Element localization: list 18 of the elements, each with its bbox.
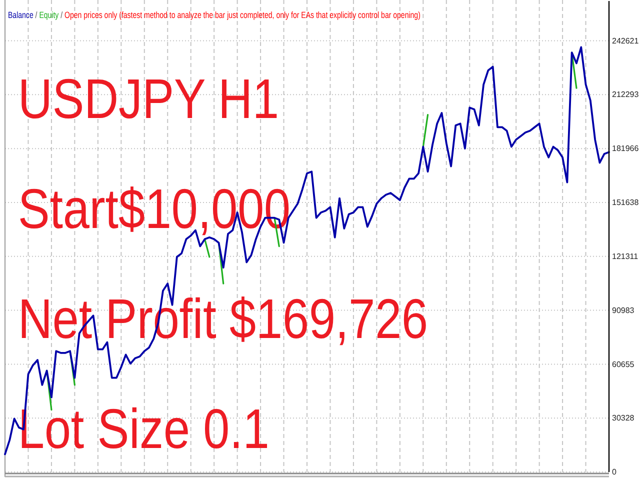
y-tick-label: 212293	[612, 90, 640, 100]
annotation: /	[58, 10, 64, 20]
text: Balance	[8, 10, 34, 20]
y-tick-label: 181966	[612, 144, 640, 154]
text: Equity	[37, 10, 60, 20]
y-tick-label: 121311	[612, 252, 639, 261]
annotation: Open prices only (fastest method to analyze the bar just completed, only for EAs that explicitly control bar opening)	[62, 10, 421, 20]
annotation: Lot Size 0.1	[18, 398, 270, 461]
annotation: Start$10,000	[18, 178, 290, 241]
y-tick-label: 90983	[612, 306, 635, 315]
annotation: USDJPY H1	[18, 68, 279, 131]
y-tick-label: 242621	[612, 36, 640, 46]
y-tick-label: 30328	[612, 414, 635, 423]
y-tick-label: 0	[612, 468, 617, 477]
y-tick-label: 151638	[612, 198, 640, 208]
line-series	[4, 46, 610, 456]
y-tick-label: 60655	[612, 360, 635, 369]
annotation: /	[33, 10, 38, 20]
